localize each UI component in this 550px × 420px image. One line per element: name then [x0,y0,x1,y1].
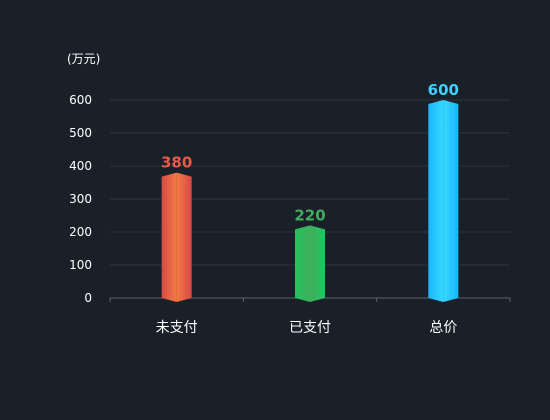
bar-face-right [443,100,459,302]
x-axis: 未支付 已支付 总价 [109,297,511,336]
bar-value-label: 600 [428,81,459,99]
x-category-label: 已支付 [289,320,331,336]
bar-1 [161,172,192,302]
y-tick-label: 500 [69,126,92,140]
bars: 380 220 600 [161,81,459,302]
bar-face-right [310,225,325,302]
bar-face-left [161,172,177,302]
y-tick-label: 600 [69,93,92,107]
bar-2 [295,225,325,302]
bar-face-left [428,100,444,302]
y-tick-label: 200 [69,225,92,239]
x-category-label: 总价 [429,320,457,336]
y-tick-label: 0 [84,291,92,305]
bar-face-left [295,225,310,302]
y-tick-label: 100 [69,258,92,272]
x-category-label: 未支付 [156,320,198,336]
y-tick-label: 300 [69,192,92,206]
bar-value-label: 220 [294,206,325,224]
bar-value-label: 380 [161,154,192,172]
bar-3 [428,100,459,302]
unit-label: (万元) [67,52,100,66]
bar-face-right [176,172,192,302]
y-tick-label: 400 [69,159,92,173]
y-axis: 0 100 200 300 400 500 600 [69,93,92,305]
